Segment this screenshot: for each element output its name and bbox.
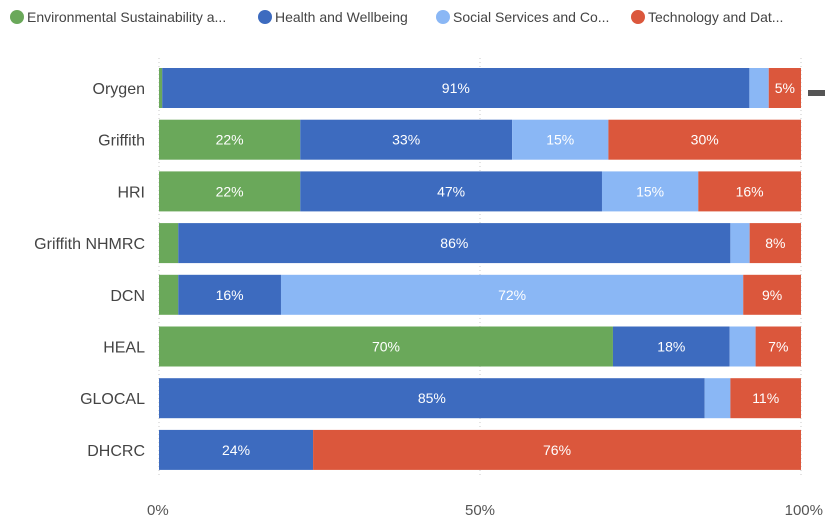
data-label: 16% xyxy=(216,287,244,303)
bar-segment[interactable] xyxy=(601,171,699,212)
bar-row: 86% 8% xyxy=(159,223,801,264)
legend-swatch xyxy=(258,10,272,24)
category-label: DCN xyxy=(110,288,145,305)
category-label: HEAL xyxy=(103,340,145,357)
legend-swatch xyxy=(436,10,450,24)
bar-segment[interactable] xyxy=(159,119,301,160)
bar-segment[interactable] xyxy=(159,171,301,212)
bar-row: 85% 11% xyxy=(159,378,801,419)
bar-segment[interactable] xyxy=(730,223,750,264)
data-label: 18% xyxy=(657,339,685,355)
data-label: 30% xyxy=(691,132,719,148)
category-label: Griffith NHMRC xyxy=(34,236,145,253)
bar-segment[interactable] xyxy=(300,171,602,212)
legend-swatch xyxy=(631,10,645,24)
category-label: GLOCAL xyxy=(80,391,145,408)
bar-row: 22% 47% 15% 16% xyxy=(159,171,801,212)
legend-item[interactable]: Social Services and Co... xyxy=(436,9,609,25)
x-tick-label: 0% xyxy=(147,502,169,518)
legend-item[interactable]: Technology and Dat... xyxy=(631,9,783,25)
bar-segment[interactable] xyxy=(159,429,314,470)
bar-segment[interactable] xyxy=(300,119,513,160)
data-label: 47% xyxy=(437,183,465,199)
data-label: 76% xyxy=(543,442,571,458)
bar-segment[interactable] xyxy=(608,119,801,160)
category-label: Griffith xyxy=(98,133,145,150)
data-label: 22% xyxy=(216,132,244,148)
bar-row: 16% 72% 9% xyxy=(159,274,801,315)
legend-label: Health and Wellbeing xyxy=(275,9,408,25)
data-label: 7% xyxy=(768,339,788,355)
data-label: 22% xyxy=(216,183,244,199)
x-tick-label: 100% xyxy=(785,502,823,518)
data-label: 33% xyxy=(392,132,420,148)
category-label: Orygen xyxy=(93,81,145,98)
bar-segment[interactable] xyxy=(749,223,801,264)
bars: 91% 5% 22% 33% 15% 30% 22% 47% 15% 16% 86% 8% 16% 72%… xyxy=(159,68,801,470)
data-label: 15% xyxy=(546,132,574,148)
bar-segment[interactable] xyxy=(178,274,281,315)
bar-segment[interactable] xyxy=(730,378,801,419)
bar-segment[interactable] xyxy=(612,326,730,367)
data-label: 16% xyxy=(736,183,764,199)
data-label: 11% xyxy=(752,390,779,406)
bar-segment[interactable] xyxy=(159,68,163,108)
bar-segment[interactable] xyxy=(729,326,756,367)
bar-row: 91% 5% xyxy=(159,68,801,108)
data-label: 91% xyxy=(442,80,470,96)
category-labels: Orygen Griffith HRI Griffith NHMRC DCN HEAL GL… xyxy=(34,81,145,460)
x-axis: 0% 50% 100% xyxy=(147,502,823,518)
data-label: 8% xyxy=(765,235,785,251)
data-label: 15% xyxy=(636,183,664,199)
bar-segment[interactable] xyxy=(178,223,731,264)
legend: Environmental Sustainability a... Health … xyxy=(10,9,783,25)
data-label: 5% xyxy=(775,80,795,96)
data-label: 24% xyxy=(222,442,250,458)
overflow-marker xyxy=(808,90,825,96)
legend-item[interactable]: Environmental Sustainability a... xyxy=(10,9,226,25)
bar-segment[interactable] xyxy=(159,223,179,264)
legend-label: Social Services and Co... xyxy=(453,9,609,25)
bar-segment[interactable] xyxy=(159,378,705,419)
bar-segment[interactable] xyxy=(512,119,609,160)
x-tick-label: 50% xyxy=(465,502,495,518)
bar-segment[interactable] xyxy=(280,274,744,315)
bar-segment[interactable] xyxy=(313,429,801,470)
data-label: 72% xyxy=(498,287,526,303)
legend-item[interactable]: Health and Wellbeing xyxy=(258,9,408,25)
data-label: 70% xyxy=(372,339,400,355)
bar-row: 22% 33% 15% 30% xyxy=(159,119,801,160)
bar-row: 24% 76% xyxy=(159,429,801,470)
bar-segment[interactable] xyxy=(749,68,769,108)
legend-swatch xyxy=(10,10,24,24)
bar-row: 70% 18% 7% xyxy=(159,326,801,367)
category-label: DHCRC xyxy=(87,443,145,460)
data-label: 86% xyxy=(440,235,468,251)
bar-segment[interactable] xyxy=(698,171,801,212)
bar-segment[interactable] xyxy=(159,326,613,367)
bar-segment[interactable] xyxy=(159,274,179,315)
category-label: HRI xyxy=(117,184,145,201)
bar-segment[interactable] xyxy=(755,326,801,367)
legend-label: Environmental Sustainability a... xyxy=(27,9,226,25)
bar-segment[interactable] xyxy=(162,68,750,108)
data-label: 85% xyxy=(418,390,446,406)
legend-label: Technology and Dat... xyxy=(648,9,783,25)
data-label: 9% xyxy=(762,287,782,303)
bar-segment[interactable] xyxy=(704,378,731,419)
bar-segment[interactable] xyxy=(743,274,801,315)
bar-segment[interactable] xyxy=(768,68,801,108)
